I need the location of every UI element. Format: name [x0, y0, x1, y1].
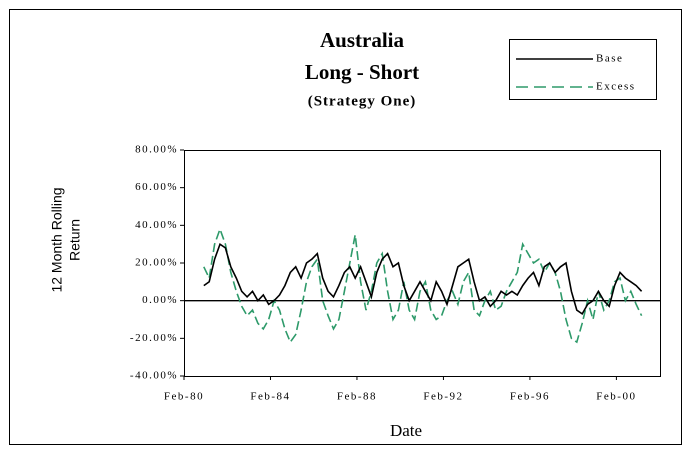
x-tick-label: Feb-88	[337, 391, 377, 403]
y-axis-label-line: Return	[67, 219, 83, 261]
y-tick-label: 80.00%	[135, 144, 178, 156]
y-axis-label: 12 Month Rolling Return	[49, 187, 83, 292]
y-tick-label: 20.00%	[135, 257, 178, 269]
legend-label: Excess	[596, 81, 636, 93]
series-line	[203, 242, 643, 316]
chart-title: Australia	[320, 28, 405, 52]
x-tick-label: Feb-96	[510, 391, 550, 403]
x-tick-label: Feb-84	[250, 391, 290, 403]
y-tick-label: -20.00%	[130, 332, 178, 344]
x-tick-label: Feb-00	[596, 391, 636, 403]
x-tick-label: Feb-92	[423, 391, 463, 403]
legend-label: Base	[596, 53, 623, 65]
chart-subtitle: (Strategy One)	[308, 93, 417, 109]
frame	[9, 9, 682, 445]
legend-box	[509, 39, 657, 100]
y-tick-label: -40.00%	[130, 370, 178, 382]
y-axis-label-line: 12 Month Rolling	[49, 187, 65, 292]
chart-title: Long - Short	[305, 60, 419, 84]
x-tick-label: Feb-80	[164, 391, 204, 403]
plot-area	[184, 150, 661, 377]
x-axis-label: Date	[390, 421, 422, 440]
y-tick-label: 40.00%	[135, 219, 178, 231]
y-tick-label: 60.00%	[135, 181, 178, 193]
y-tick-label: 0.00%	[142, 294, 178, 306]
